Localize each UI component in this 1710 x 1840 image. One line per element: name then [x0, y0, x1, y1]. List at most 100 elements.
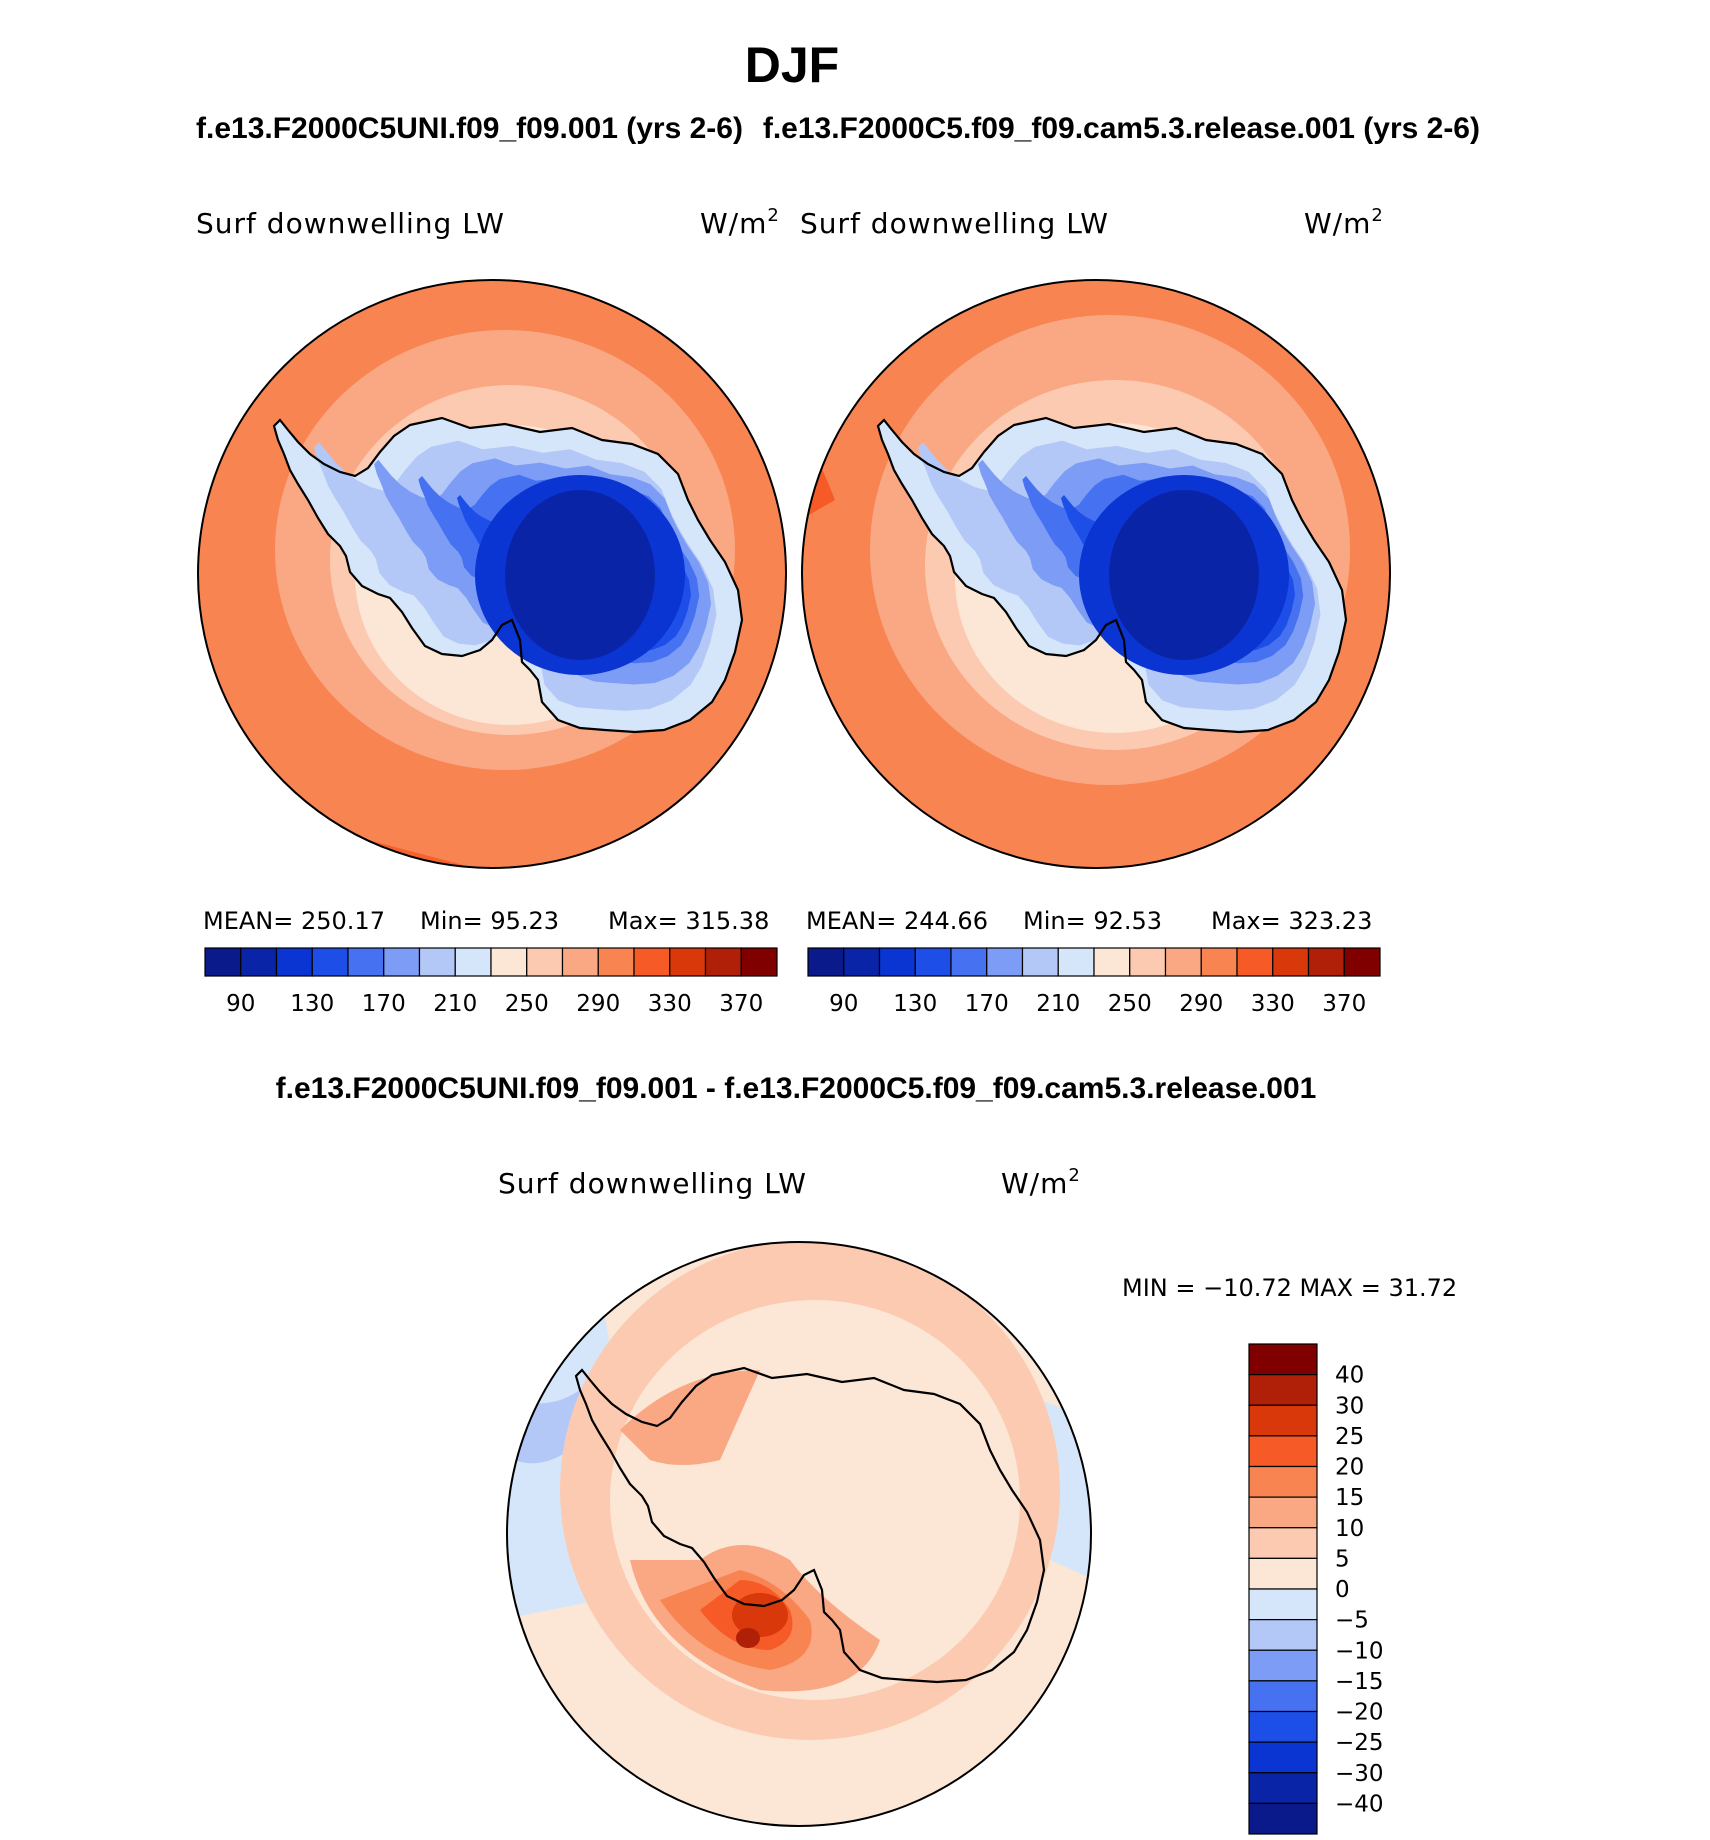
colorbar-box	[633, 947, 671, 977]
colorbar-tick-label: 170	[965, 991, 1009, 1017]
panel-right-variable-label: Surf downwelling LW	[800, 207, 1109, 240]
season-title: DJF	[745, 37, 839, 93]
colorbar-tick-label: 30	[1335, 1393, 1364, 1419]
panel-left-map	[198, 280, 786, 868]
colorbar-box	[1248, 1465, 1318, 1498]
colorbar-box	[1248, 1343, 1318, 1376]
colorbar-tick-label: 5	[1335, 1546, 1350, 1572]
colorbar-tick-label: −20	[1335, 1700, 1384, 1726]
contour-30-core	[736, 1628, 760, 1648]
colorbar-box	[1248, 1619, 1318, 1651]
panel-right-case-title: f.e13.F2000C5.f09_f09.cam5.3.release.001…	[763, 112, 1480, 145]
colorbar-tick-label: 170	[362, 991, 406, 1017]
panel-left-mean: MEAN= 250.17	[203, 907, 385, 935]
colorbar-box	[878, 947, 916, 977]
panel-diff-units: W/m	[1001, 1167, 1068, 1200]
colorbar-tick-label: 290	[1179, 991, 1223, 1017]
colorbar-tick-label: 15	[1335, 1485, 1364, 1511]
panel-diff-units-label: W/m2	[1001, 1165, 1081, 1200]
colorbar-tick-label: 370	[719, 991, 763, 1017]
colorbar-box	[1248, 1649, 1318, 1682]
panel-right-colorbar-ticks: 90 130 170 210 250 290 330 370	[829, 991, 1366, 1017]
colorbar-tick-label: 210	[433, 991, 477, 1017]
colorbar-tick-label: −25	[1335, 1730, 1384, 1756]
colorbar-tick-label: 10	[1335, 1516, 1364, 1542]
colorbar-tick-label: 250	[1108, 991, 1152, 1017]
colorbar-box	[1248, 1588, 1318, 1621]
colorbar-box	[1248, 1680, 1318, 1713]
colorbar-box	[807, 947, 845, 977]
panel-right-units-exponent: 2	[1371, 205, 1383, 226]
colorbar-box	[1236, 947, 1274, 977]
colorbar-tick-label: −5	[1335, 1608, 1369, 1634]
colorbar-tick-label: 370	[1322, 991, 1366, 1017]
colorbar-box	[669, 947, 707, 977]
panel-left-units-label: W/m2	[700, 205, 780, 240]
colorbar-tick-label: 290	[576, 991, 620, 1017]
colorbar-box	[740, 947, 778, 977]
colorbar-box	[1248, 1374, 1318, 1406]
colorbar-box	[240, 947, 278, 977]
panel-right-min: Min= 92.53	[1023, 907, 1162, 935]
panel-right-units: W/m	[1304, 207, 1371, 240]
svg-text:W/m2: W/m2	[1304, 205, 1384, 240]
panel-right-mean: MEAN= 244.66	[806, 907, 988, 935]
colorbar-tick-label: 90	[829, 991, 858, 1017]
colorbar-box	[1272, 947, 1310, 977]
colorbar-box	[843, 947, 881, 977]
colorbar-tick-label: −10	[1335, 1638, 1384, 1664]
colorbar-box	[1307, 947, 1345, 977]
panel-left-colorbar-ticks: 90 130 170 210 250 290 330 370	[226, 991, 763, 1017]
colorbar-box	[1129, 947, 1167, 977]
colorbar-tick-label: 330	[1251, 991, 1295, 1017]
colorbar-box	[1343, 947, 1381, 977]
panel-left-min: Min= 95.23	[420, 907, 559, 935]
colorbar-tick-label: 330	[648, 991, 692, 1017]
colorbar-box	[1248, 1435, 1318, 1468]
colorbar-box	[454, 947, 492, 977]
colorbar-box	[1057, 947, 1095, 977]
colorbar-box	[704, 947, 742, 977]
colorbar-tick-label: 210	[1036, 991, 1080, 1017]
colorbar-box	[1248, 1802, 1318, 1835]
colorbar-box	[1248, 1557, 1318, 1590]
colorbar-tick-label: −15	[1335, 1669, 1384, 1695]
colorbar-tick-label: 250	[505, 991, 549, 1017]
colorbar-tick-label: 130	[893, 991, 937, 1017]
panel-right-units-label: W/m2	[1304, 205, 1384, 240]
panel-left-variable-label: Surf downwelling LW	[196, 207, 505, 240]
colorbar-tick-label: −30	[1335, 1761, 1384, 1787]
panel-diff-variable-label: Surf downwelling LW	[498, 1167, 807, 1200]
colorbar-box	[986, 947, 1024, 977]
colorbar-box	[1093, 947, 1131, 977]
panel-left-max: Max= 315.38	[608, 907, 769, 935]
colorbar-tick-label: 20	[1335, 1455, 1364, 1481]
colorbar-tick-label: −40	[1335, 1791, 1384, 1817]
colorbar-box	[1021, 947, 1059, 977]
colorbar-box	[1248, 1710, 1318, 1743]
panel-right-max: Max= 323.23	[1211, 907, 1372, 935]
colorbar-box	[950, 947, 988, 977]
colorbar-box	[490, 947, 528, 977]
panel-left-case-title: f.e13.F2000C5UNI.f09_f09.001 (yrs 2-6)	[196, 112, 743, 145]
colorbar-box	[347, 947, 385, 977]
colorbar-box	[561, 947, 599, 977]
svg-text:W/m2: W/m2	[1001, 1165, 1081, 1200]
panel-left-units-exponent: 2	[767, 205, 779, 226]
panel-diff-colorbar	[1248, 1343, 1318, 1835]
colorbar-box	[1248, 1404, 1318, 1437]
contour-10-band	[620, 1370, 760, 1465]
svg-text:W/m2: W/m2	[700, 205, 780, 240]
panel-right-colorbar	[807, 947, 1381, 977]
panel-diff-units-exponent: 2	[1068, 1165, 1080, 1186]
colorbar-box	[597, 947, 635, 977]
colorbar-tick-label: 130	[290, 991, 334, 1017]
colorbar-box	[526, 947, 564, 977]
colorbar-tick-label: 25	[1335, 1424, 1364, 1450]
colorbar-box	[1164, 947, 1202, 977]
panel-diff-map	[507, 1242, 1091, 1826]
panel-right-map-border	[801, 279, 1391, 869]
colorbar-box	[1248, 1772, 1318, 1804]
colorbar-box	[204, 947, 242, 977]
